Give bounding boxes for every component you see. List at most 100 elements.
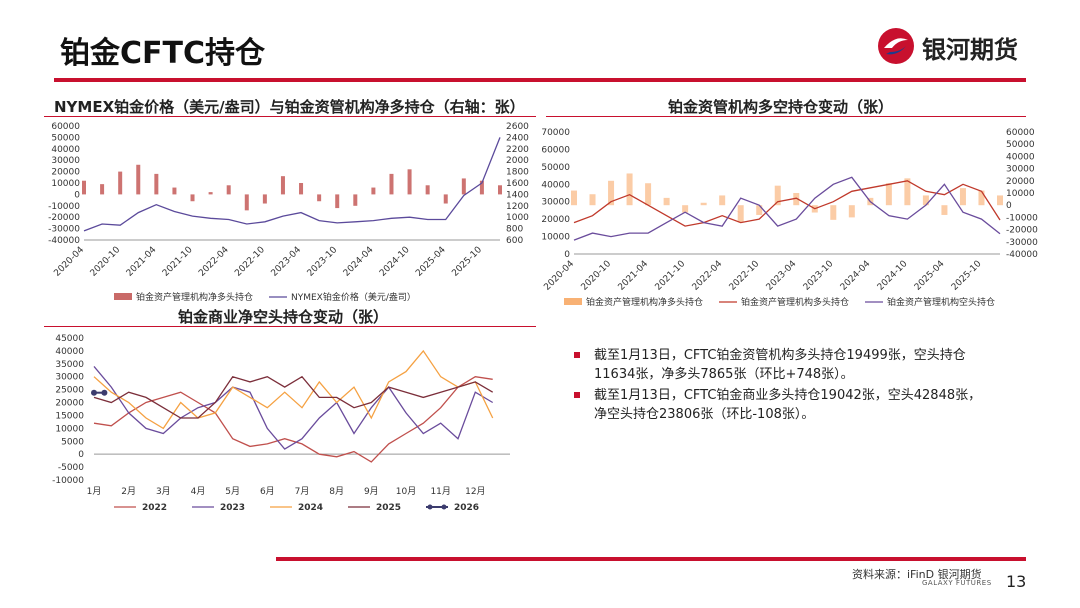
summary-bullet: 截至1月13日，CFTC铂金资管机构多头持仓19499张，空头持仓11634张，… bbox=[572, 346, 992, 384]
y-left-tick-label: 40000 bbox=[51, 145, 80, 155]
area-bar bbox=[589, 194, 596, 206]
y-tick-label: 25000 bbox=[55, 386, 84, 396]
y-tick-label: 10000 bbox=[55, 424, 84, 434]
area-bar bbox=[571, 190, 577, 206]
y-left-tick-label: 20000 bbox=[541, 215, 570, 225]
area-bar bbox=[626, 173, 633, 206]
area-bar bbox=[645, 183, 652, 206]
x-tick-label: 2022-10 bbox=[728, 259, 762, 293]
y-right-tick-label: 50000 bbox=[1006, 140, 1035, 150]
y-tick-label: 15000 bbox=[55, 411, 84, 421]
area-bar bbox=[830, 205, 837, 220]
y-right-tick-label: 20000 bbox=[1006, 177, 1035, 187]
y-right-tick-label: -20000 bbox=[1006, 226, 1038, 236]
summary-bullets: 截至1月13日，CFTC铂金资管机构多头持仓19499张，空头持仓11634张，… bbox=[572, 346, 992, 426]
bar bbox=[425, 185, 430, 195]
legend-label: NYMEX铂金价格（美元/盎司） bbox=[291, 291, 416, 303]
data-point bbox=[91, 389, 97, 396]
chart1-title: NYMEX铂金价格（美元/盎司）与铂金资管机构净多持仓（右轴：张） bbox=[54, 98, 525, 116]
y-tick-label: -5000 bbox=[58, 463, 84, 473]
y-left-tick-label: -10000 bbox=[48, 202, 80, 212]
y-left-tick-label: 60000 bbox=[541, 145, 570, 155]
bar bbox=[280, 176, 285, 195]
y-left-tick-label: 0 bbox=[74, 190, 80, 200]
y-left-tick-label: 10000 bbox=[541, 233, 570, 243]
brand-name: 银河期货 bbox=[922, 36, 1018, 64]
legend-swatch bbox=[114, 293, 132, 300]
y-tick-label: 35000 bbox=[55, 360, 84, 370]
x-tick-label: 2021-04 bbox=[617, 259, 651, 293]
page-title: 铂金CFTC持仓 bbox=[60, 36, 265, 71]
y-right-tick-label: 2200 bbox=[506, 145, 529, 155]
y-left-tick-label: 50000 bbox=[51, 133, 80, 143]
y-right-tick-label: 40000 bbox=[1006, 152, 1035, 162]
legend-label: 2022 bbox=[142, 503, 167, 513]
x-tick-label: 2024-10 bbox=[876, 259, 910, 293]
series-line bbox=[93, 365, 494, 450]
bar bbox=[371, 187, 376, 195]
x-tick-label: 10月 bbox=[396, 486, 416, 497]
y-right-tick-label: 1600 bbox=[506, 179, 529, 189]
bar bbox=[479, 180, 484, 195]
series-line bbox=[93, 375, 494, 419]
area-bar bbox=[719, 195, 726, 206]
y-tick-label: -10000 bbox=[52, 476, 84, 486]
y-right-tick-label: 1000 bbox=[506, 213, 529, 223]
x-tick-label: 2020-04 bbox=[52, 245, 86, 279]
bar bbox=[118, 171, 123, 195]
x-tick-label: 3月 bbox=[156, 486, 171, 497]
bar bbox=[244, 194, 249, 211]
area-bar bbox=[756, 205, 763, 215]
y-right-tick-label: -40000 bbox=[1006, 250, 1038, 260]
x-tick-label: 4月 bbox=[191, 486, 206, 497]
y-right-tick-label: 30000 bbox=[1006, 165, 1035, 175]
x-tick-label: 8月 bbox=[329, 486, 344, 497]
x-tick-label: 2月 bbox=[121, 486, 136, 497]
y-left-tick-label: 20000 bbox=[51, 168, 80, 178]
x-tick-label: 1月 bbox=[87, 486, 102, 497]
bar bbox=[100, 184, 105, 195]
x-tick-label: 2020-10 bbox=[89, 245, 123, 279]
summary-bullet: 截至1月13日，CFTC铂金商业多头持仓19042张，空头42848张，净空头持… bbox=[572, 386, 992, 424]
bar bbox=[299, 183, 304, 195]
legend-label: 铂金资产管理机构空头持仓 bbox=[887, 296, 995, 308]
y-left-tick-label: 50000 bbox=[541, 163, 570, 173]
series-line bbox=[573, 180, 1001, 227]
brand-logo: 银河期货 bbox=[876, 26, 1036, 66]
y-left-tick-label: 30000 bbox=[541, 198, 570, 208]
header-divider bbox=[54, 78, 1026, 82]
area-bar bbox=[997, 195, 1003, 206]
legend-label: 铂金资产管理机构多头持仓 bbox=[741, 296, 849, 308]
area-bar bbox=[793, 193, 800, 206]
bar bbox=[136, 164, 141, 195]
y-right-tick-label: 0 bbox=[1006, 201, 1012, 211]
y-left-tick-label: 10000 bbox=[51, 179, 80, 189]
y-tick-label: 40000 bbox=[55, 347, 84, 357]
series-line bbox=[83, 137, 501, 232]
x-tick-label: 2025-04 bbox=[913, 259, 947, 293]
bar bbox=[498, 185, 502, 195]
y-right-tick-label: 1800 bbox=[506, 168, 529, 178]
chart2-title: 铂金资管机构多空持仓变动（张） bbox=[668, 98, 894, 116]
x-tick-label: 2025-04 bbox=[414, 245, 448, 279]
legend-label: 铂金资产管理机构净多头持仓 bbox=[586, 296, 703, 308]
legend-marker bbox=[441, 504, 447, 510]
chart2-plot: 0 10000 20000 30000 40000 50000 60000 70000 -400… bbox=[541, 128, 1038, 308]
legend-swatch bbox=[564, 298, 582, 305]
series-line bbox=[93, 376, 493, 463]
x-tick-label: 2025-10 bbox=[450, 245, 484, 279]
bar bbox=[335, 194, 340, 209]
y-right-tick-label: 2600 bbox=[506, 122, 529, 132]
bar bbox=[317, 194, 322, 202]
legend-marker bbox=[427, 504, 433, 510]
y-tick-label: 20000 bbox=[55, 399, 84, 409]
x-tick-label: 2025-10 bbox=[950, 259, 984, 293]
x-tick-label: 2024-10 bbox=[378, 245, 412, 279]
legend-label: 2025 bbox=[376, 503, 401, 513]
y-left-tick-label: -20000 bbox=[48, 213, 80, 223]
area-bar bbox=[885, 183, 892, 206]
y-tick-label: 0 bbox=[78, 450, 84, 460]
x-tick-label: 5月 bbox=[225, 486, 240, 497]
bar bbox=[262, 194, 267, 204]
y-left-tick-label: 70000 bbox=[541, 128, 570, 138]
